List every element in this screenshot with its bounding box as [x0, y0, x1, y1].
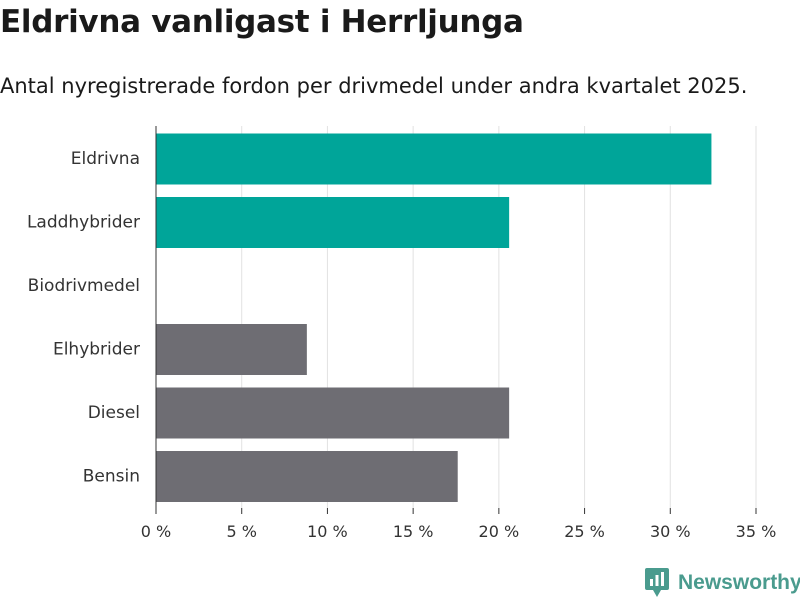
category-label-elhybrider: Elhybrider [53, 340, 140, 360]
category-label-diesel: Diesel [88, 403, 140, 423]
x-tick-label-1: 5 % [226, 522, 256, 541]
x-tick-label-7: 35 % [736, 522, 777, 541]
bar-elhybrider [156, 324, 307, 375]
bar-eldrivna [156, 133, 712, 185]
category-label-laddhybrider: Laddhybrider [27, 213, 140, 233]
x-tick-label-3: 15 % [393, 522, 434, 541]
x-tick-label-4: 20 % [479, 522, 520, 541]
bar-diesel [156, 387, 510, 439]
bar-laddhybrider [156, 197, 510, 248]
x-tick-label-5: 25 % [564, 522, 605, 541]
chart-subtitle: Antal nyregistrerade fordon per drivmede… [0, 74, 748, 98]
newsworthy-logo-icon [645, 568, 669, 597]
x-tick-label-0: 0 % [141, 522, 171, 541]
category-label-eldrivna: Eldrivna [71, 149, 140, 169]
newsworthy-logo: Newsworthy [644, 567, 800, 599]
category-label-biodrivmedel: Biodrivmedel [28, 276, 140, 296]
x-tick-label-2: 10 % [307, 522, 348, 541]
chart-title: Eldrivna vanligast i Herrljunga [0, 4, 524, 40]
category-label-bensin: Bensin [83, 467, 140, 487]
newsworthy-logo-text: Newsworthy [678, 571, 800, 594]
bar-bensin [156, 451, 458, 502]
x-tick-label-6: 30 % [650, 522, 691, 541]
